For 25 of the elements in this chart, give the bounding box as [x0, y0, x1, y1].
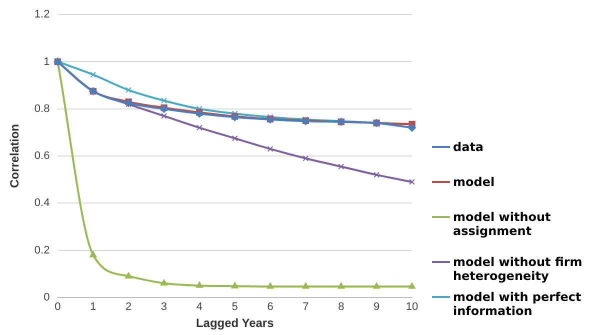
y-tick-label: 0.6: [34, 150, 50, 162]
x-tick-label: 1: [90, 301, 96, 314]
y-axis-title: Correlation: [8, 124, 22, 188]
y-tick-label: 0.8: [34, 102, 50, 115]
legend-label: data: [453, 140, 485, 154]
x-tick-label: 4: [196, 301, 202, 314]
x-tick-label: 5: [232, 301, 238, 314]
x-tick-label: 3: [160, 301, 168, 314]
legend-label: model: [453, 175, 496, 189]
legend-label: model without assignment: [453, 210, 552, 238]
x-tick-label: 6: [267, 301, 274, 314]
x-tick-label: 0: [54, 301, 61, 314]
y-tick-label: 0: [44, 291, 50, 304]
x-tick-label: 7: [302, 301, 309, 314]
x-tick-label: 10: [406, 301, 418, 314]
x-tick-label: 9: [374, 301, 380, 314]
y-tick-label: 1: [44, 56, 50, 68]
y-tick-label: 0.2: [34, 244, 50, 256]
x-axis-title: Lagged Years: [196, 316, 274, 330]
legend-label: model without firm heterogeneity: [453, 255, 584, 283]
y-tick-label: 1.2: [34, 8, 50, 21]
x-tick-label: 8: [338, 301, 344, 314]
legend-label: model with perfect information: [453, 290, 582, 318]
y-tick-label: 0.4: [34, 197, 50, 210]
x-tick-label: 2: [125, 301, 132, 314]
